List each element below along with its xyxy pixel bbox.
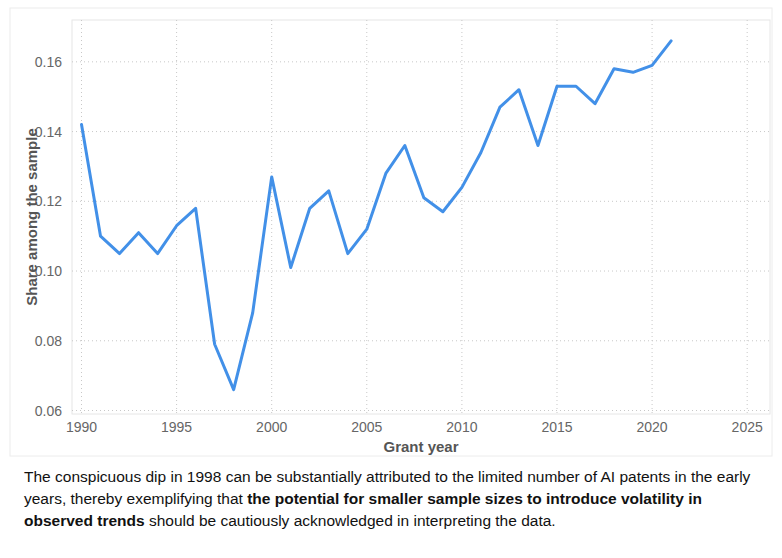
x-tick-label: 2015 <box>541 419 572 435</box>
y-grid-line <box>72 271 770 272</box>
x-tick-label: 2005 <box>351 419 382 435</box>
caption-text: should be cautiously acknowledged in int… <box>145 512 556 529</box>
y-tick-label: 0.16 <box>35 54 62 70</box>
x-grid-line <box>747 20 748 414</box>
y-axis-title: Share among the sample <box>23 128 40 306</box>
chart: 0.060.080.100.120.140.161990199520002005… <box>0 0 782 460</box>
x-tick-label: 2025 <box>732 419 763 435</box>
x-grid-line <box>271 20 272 414</box>
plot-frame <box>72 20 770 414</box>
x-tick-label: 2010 <box>446 419 477 435</box>
x-tick-label: 2020 <box>637 419 668 435</box>
x-axis-title: Grant year <box>383 438 458 455</box>
caption: The conspicuous dip in 1998 can be subst… <box>24 466 760 532</box>
y-tick-label: 0.06 <box>35 403 62 419</box>
y-grid-line <box>72 410 770 411</box>
x-grid-line <box>366 20 367 414</box>
x-grid-line <box>81 20 82 414</box>
data-line <box>82 41 672 390</box>
y-tick-label: 0.08 <box>35 333 62 349</box>
plot-area <box>82 41 672 390</box>
chart-border <box>10 8 772 456</box>
x-tick-label: 1990 <box>66 419 97 435</box>
y-grid-line <box>72 61 770 62</box>
x-grid-line <box>176 20 177 414</box>
x-tick-label: 2000 <box>256 419 287 435</box>
y-grid-line <box>72 131 770 132</box>
x-tick-label: 1995 <box>161 419 192 435</box>
x-grid-line <box>556 20 557 414</box>
x-grid-line <box>652 20 653 414</box>
x-grid-line <box>461 20 462 414</box>
